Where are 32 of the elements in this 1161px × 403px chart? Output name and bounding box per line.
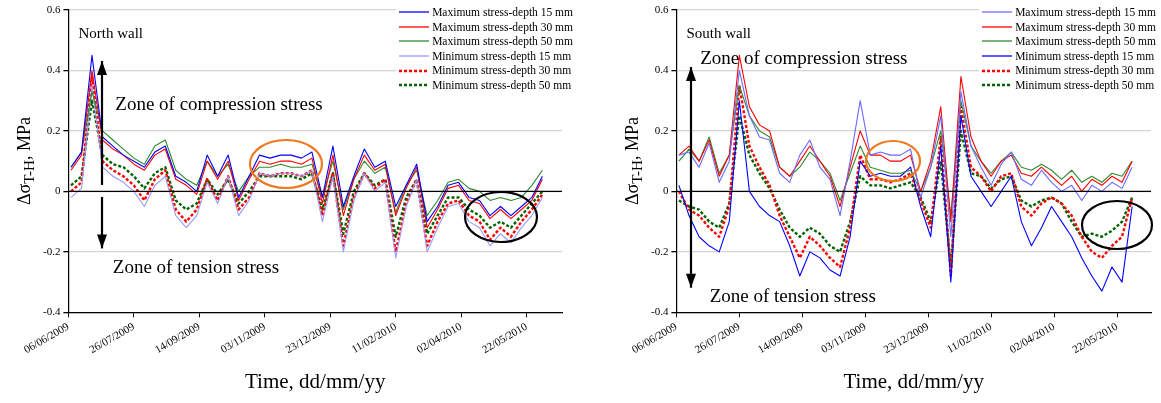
y-tick-label: -0.4 <box>650 305 669 318</box>
y-tick-label: -0.2 <box>42 244 61 257</box>
y-tick-label: 0.2 <box>46 123 61 136</box>
legend-label: Maximum stress-depth 50 mm <box>432 34 573 49</box>
legend-label: Minimum stress-depth 50 mm <box>1015 77 1155 93</box>
annotation: Zone of compression stress <box>115 92 323 114</box>
legend-label: Minimum stress-depth 15 mm <box>432 48 572 64</box>
legend-label: Minimum stress-depth 30 mm <box>432 63 572 78</box>
legend-label: Maximum stress-depth 15 mm <box>1015 5 1156 20</box>
legend-label: Maximum stress-depth 30 mm <box>432 19 573 35</box>
legend-label: Minimum stress-depth 30 mm <box>1015 63 1155 78</box>
y-tick-label: -0.4 <box>42 305 61 318</box>
y-tick-label: 0 <box>662 184 669 197</box>
legend-label: Maximum stress-depth 15 mm <box>432 5 573 20</box>
annotation: Zone of compression stress <box>700 47 908 69</box>
text: South wall <box>686 25 752 41</box>
legend-label: Minimum stress-depth 50 mm <box>432 77 572 93</box>
y-tick-label: 0.4 <box>654 63 669 76</box>
text: North wall <box>78 25 143 41</box>
y-tick-label: 0.6 <box>654 2 669 15</box>
legend-label: Maximum stress-depth 30 mm <box>1015 19 1156 35</box>
legend-label: Maximum stress-depth 50 mm <box>1015 34 1156 49</box>
y-tick-label: -0.2 <box>650 244 669 257</box>
annotation: Zone of tension stress <box>112 256 280 278</box>
y-tick-label: 0.4 <box>46 63 61 76</box>
annotation: Zone of tension stress <box>709 284 876 306</box>
legend-label: Minimum stress-depth 15 mm <box>1015 48 1155 64</box>
y-tick-label: 0 <box>54 184 61 197</box>
x-axis-title: Time, dd/mm/yy <box>843 368 985 393</box>
x-axis-title: Time, dd/mm/yy <box>245 368 386 393</box>
y-tick-label: 0.6 <box>46 2 61 15</box>
y-tick-label: 0.2 <box>654 123 669 136</box>
